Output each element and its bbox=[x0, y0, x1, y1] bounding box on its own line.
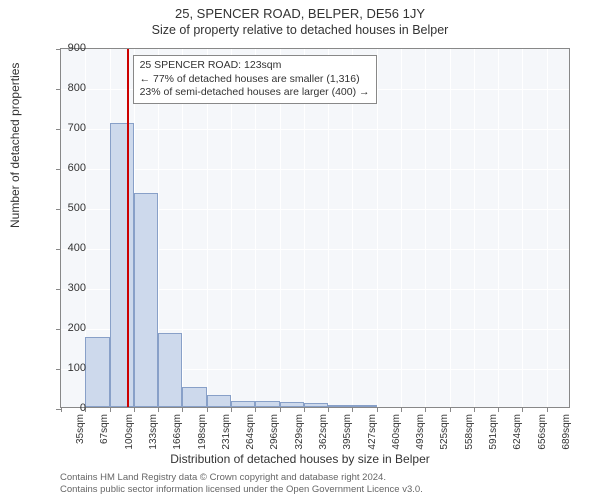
plot-area: 25 SPENCER ROAD: 123sqm← 77% of detached… bbox=[60, 48, 570, 408]
x-tick-label: 264sqm bbox=[245, 414, 256, 464]
grid-line-h bbox=[61, 169, 569, 170]
y-tick-label: 200 bbox=[46, 322, 86, 334]
y-axis-label: Number of detached properties bbox=[8, 63, 22, 228]
x-tick-mark bbox=[280, 407, 281, 412]
x-tick-label: 460sqm bbox=[391, 414, 402, 464]
x-tick-label: 329sqm bbox=[294, 414, 305, 464]
histogram-bar bbox=[110, 123, 134, 407]
histogram-bar bbox=[255, 401, 279, 407]
annotation-box: 25 SPENCER ROAD: 123sqm← 77% of detached… bbox=[133, 55, 377, 104]
x-tick-mark bbox=[231, 407, 232, 412]
x-tick-label: 67sqm bbox=[99, 414, 110, 464]
x-tick-label: 198sqm bbox=[197, 414, 208, 464]
footer-line-1: Contains HM Land Registry data © Crown c… bbox=[60, 472, 423, 484]
grid-line-v bbox=[474, 49, 475, 407]
grid-line-v bbox=[401, 49, 402, 407]
histogram-bar bbox=[134, 193, 158, 407]
x-tick-label: 493sqm bbox=[415, 414, 426, 464]
annotation-line-2: ← 77% of detached houses are smaller (1,… bbox=[140, 73, 370, 87]
x-tick-label: 591sqm bbox=[488, 414, 499, 464]
x-tick-label: 525sqm bbox=[439, 414, 450, 464]
y-tick-label: 300 bbox=[46, 282, 86, 294]
x-tick-label: 558sqm bbox=[464, 414, 475, 464]
x-tick-mark bbox=[304, 407, 305, 412]
x-tick-label: 231sqm bbox=[221, 414, 232, 464]
x-tick-mark bbox=[498, 407, 499, 412]
x-tick-label: 296sqm bbox=[269, 414, 280, 464]
y-tick-label: 600 bbox=[46, 162, 86, 174]
x-tick-label: 395sqm bbox=[342, 414, 353, 464]
x-tick-mark bbox=[207, 407, 208, 412]
x-tick-label: 133sqm bbox=[148, 414, 159, 464]
x-tick-mark bbox=[474, 407, 475, 412]
x-tick-label: 166sqm bbox=[172, 414, 183, 464]
x-tick-mark bbox=[328, 407, 329, 412]
x-tick-mark bbox=[255, 407, 256, 412]
y-tick-label: 900 bbox=[46, 42, 86, 54]
histogram-bar bbox=[85, 337, 109, 407]
x-tick-label: 656sqm bbox=[537, 414, 548, 464]
y-tick-label: 500 bbox=[46, 202, 86, 214]
x-tick-label: 427sqm bbox=[367, 414, 378, 464]
footer-line-2: Contains public sector information licen… bbox=[60, 484, 423, 496]
grid-line-v bbox=[377, 49, 378, 407]
histogram-bar bbox=[207, 395, 231, 407]
x-tick-mark bbox=[425, 407, 426, 412]
x-tick-mark bbox=[547, 407, 548, 412]
grid-line-v bbox=[547, 49, 548, 407]
histogram-bar bbox=[182, 387, 206, 407]
annotation-line-3: 23% of semi-detached houses are larger (… bbox=[140, 86, 370, 100]
histogram-bar bbox=[328, 405, 352, 407]
x-tick-mark bbox=[352, 407, 353, 412]
y-tick-label: 0 bbox=[46, 402, 86, 414]
histogram-bar bbox=[280, 402, 304, 407]
x-tick-mark bbox=[401, 407, 402, 412]
x-tick-label: 689sqm bbox=[561, 414, 572, 464]
histogram-bar bbox=[231, 401, 255, 407]
footer-attribution: Contains HM Land Registry data © Crown c… bbox=[60, 472, 423, 497]
y-tick-label: 700 bbox=[46, 122, 86, 134]
grid-line-h bbox=[61, 129, 569, 130]
y-tick-label: 800 bbox=[46, 82, 86, 94]
grid-line-v bbox=[522, 49, 523, 407]
histogram-bar bbox=[304, 403, 328, 407]
x-tick-label: 100sqm bbox=[124, 414, 135, 464]
x-tick-mark bbox=[158, 407, 159, 412]
chart-area: 25 SPENCER ROAD: 123sqm← 77% of detached… bbox=[60, 48, 570, 408]
marker-line bbox=[127, 49, 129, 407]
page-title: 25, SPENCER ROAD, BELPER, DE56 1JY bbox=[0, 0, 600, 21]
x-tick-label: 35sqm bbox=[75, 414, 86, 464]
x-tick-mark bbox=[182, 407, 183, 412]
histogram-bar bbox=[352, 405, 376, 407]
y-tick-label: 100 bbox=[46, 362, 86, 374]
x-tick-mark bbox=[110, 407, 111, 412]
x-tick-label: 624sqm bbox=[512, 414, 523, 464]
x-tick-mark bbox=[522, 407, 523, 412]
x-tick-label: 362sqm bbox=[318, 414, 329, 464]
grid-line-v bbox=[498, 49, 499, 407]
x-tick-mark bbox=[450, 407, 451, 412]
x-tick-mark bbox=[134, 407, 135, 412]
histogram-bar bbox=[158, 333, 182, 407]
chart-subtitle: Size of property relative to detached ho… bbox=[0, 21, 600, 37]
annotation-line-1: 25 SPENCER ROAD: 123sqm bbox=[140, 59, 370, 73]
grid-line-v bbox=[425, 49, 426, 407]
grid-line-v bbox=[450, 49, 451, 407]
y-tick-label: 400 bbox=[46, 242, 86, 254]
x-tick-mark bbox=[377, 407, 378, 412]
